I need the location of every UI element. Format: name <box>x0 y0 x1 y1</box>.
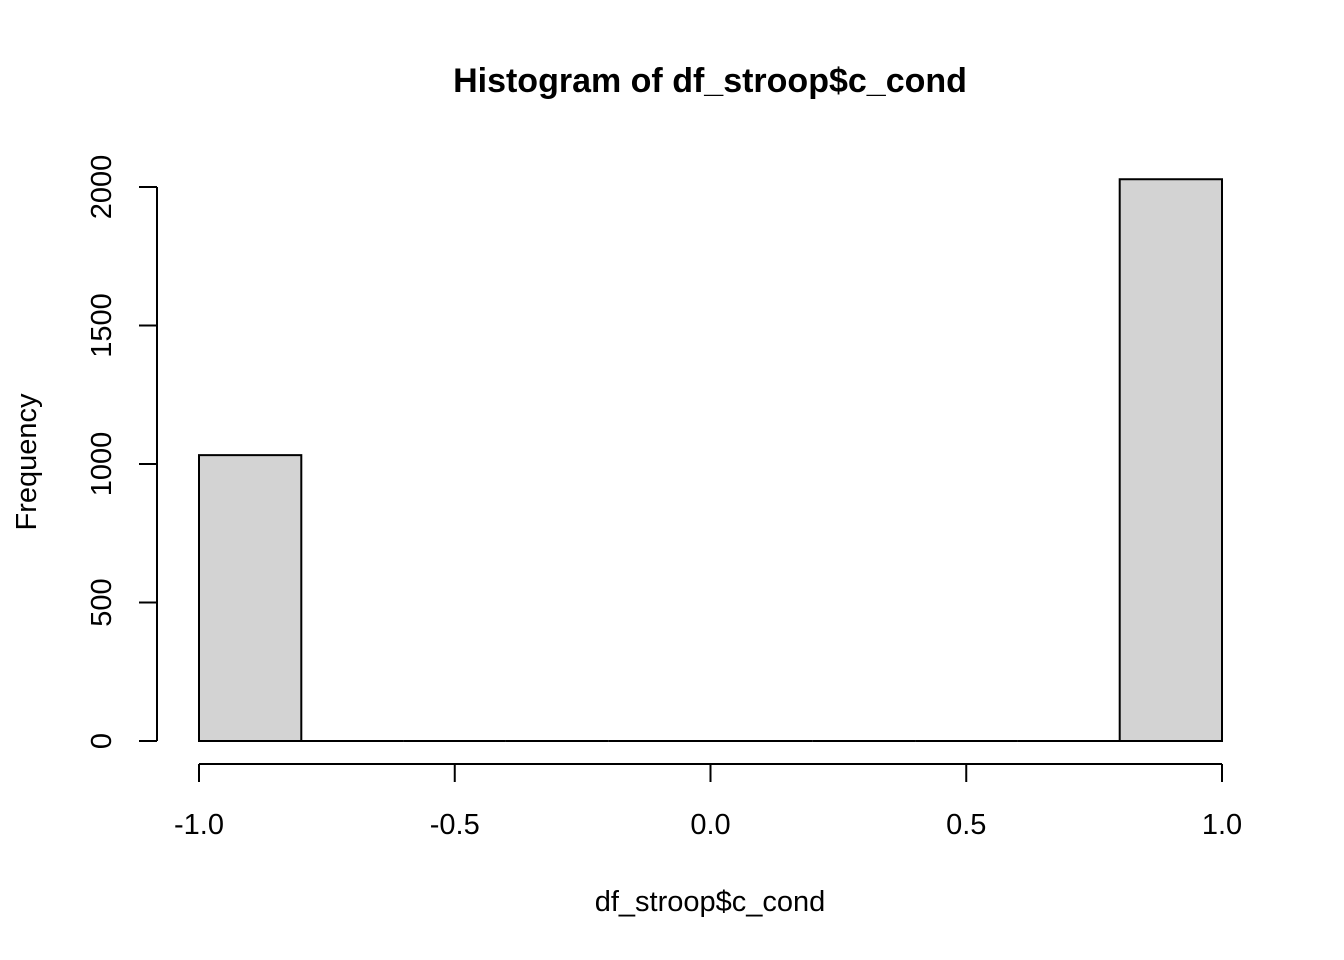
y-axis-label: Frequency <box>11 393 43 531</box>
y-tick-label: 1000 <box>86 432 118 497</box>
y-tick-label: 2000 <box>86 155 118 220</box>
y-tick-label: 1500 <box>86 293 118 358</box>
histogram-bar <box>1118 178 1223 742</box>
histogram-bars <box>198 178 1223 742</box>
y-tick-label: 0 <box>86 733 118 749</box>
x-tick-label: 0.5 <box>946 809 986 841</box>
histogram-bar <box>198 454 303 742</box>
x-axis-label: df_stroop$c_cond <box>595 886 826 918</box>
y-axis: 0 500 1000 1500 2000 <box>86 155 158 749</box>
chart-title: Histogram of df_stroop$c_cond <box>453 62 967 100</box>
x-tick-label: -1.0 <box>174 809 224 841</box>
y-tick-label: 500 <box>86 578 118 626</box>
x-tick-label: 0.0 <box>690 809 730 841</box>
x-axis: -1.0 -0.5 0.0 0.5 1.0 <box>174 763 1242 841</box>
x-tick-label: 1.0 <box>1202 809 1242 841</box>
x-tick-label: -0.5 <box>430 809 480 841</box>
